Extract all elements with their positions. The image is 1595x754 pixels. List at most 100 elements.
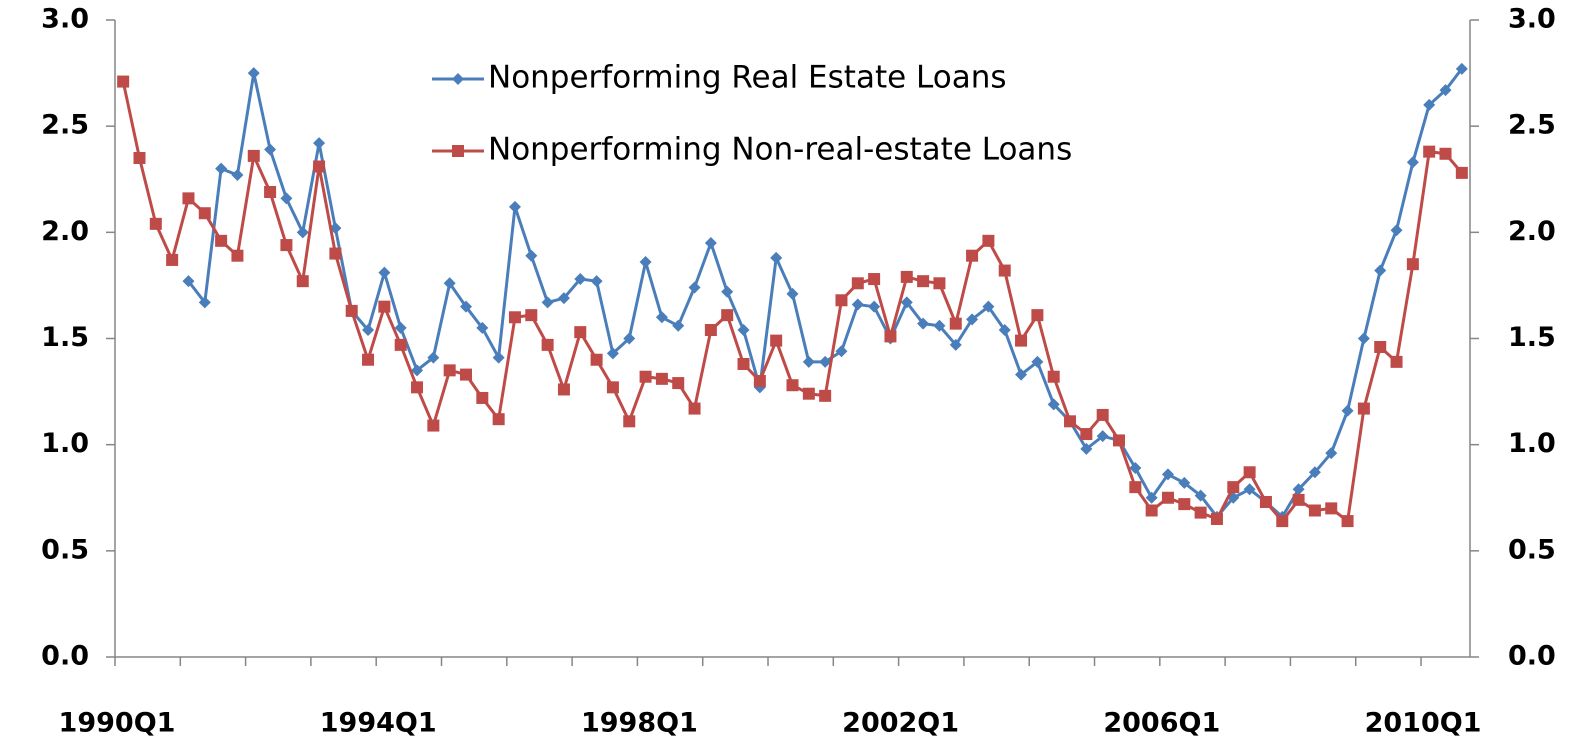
- point: [917, 317, 930, 330]
- point: [982, 300, 995, 313]
- point: [786, 287, 799, 300]
- point: [264, 185, 277, 198]
- point: [247, 149, 260, 162]
- y2-tick-label: 2.0: [1508, 216, 1556, 247]
- point: [264, 143, 277, 156]
- legend-marker: [452, 73, 464, 85]
- point: [296, 275, 309, 288]
- point: [166, 253, 179, 266]
- point: [917, 275, 930, 288]
- point: [737, 324, 750, 337]
- y-tick-label: 0.0: [41, 641, 89, 672]
- point: [851, 277, 864, 290]
- point: [949, 317, 962, 330]
- y-tick-label: 2.0: [41, 216, 89, 247]
- point: [231, 169, 244, 182]
- point: [313, 160, 326, 173]
- point: [737, 357, 750, 370]
- y-tick-label: 2.5: [41, 110, 89, 141]
- point: [770, 251, 783, 264]
- point: [704, 324, 717, 337]
- point: [1113, 434, 1126, 447]
- point: [1423, 98, 1436, 111]
- x-tick-label: 1998Q1: [581, 708, 698, 739]
- point: [721, 285, 734, 298]
- point: [427, 419, 440, 432]
- point: [117, 75, 130, 88]
- point: [345, 304, 358, 317]
- point: [623, 415, 636, 428]
- y2-tick-label: 0.0: [1508, 641, 1556, 672]
- point: [655, 372, 668, 385]
- point: [1129, 481, 1142, 494]
- point: [966, 313, 979, 326]
- point: [1374, 264, 1387, 277]
- y2-tick-label: 3.0: [1508, 4, 1556, 35]
- point: [492, 351, 505, 364]
- point: [133, 152, 146, 165]
- point: [508, 200, 521, 213]
- point: [802, 355, 815, 368]
- point: [1210, 512, 1223, 525]
- point: [1455, 62, 1468, 75]
- point: [231, 249, 244, 262]
- point: [704, 236, 717, 249]
- point: [786, 379, 799, 392]
- point: [770, 334, 783, 347]
- point: [574, 273, 587, 286]
- legend-marker: [452, 145, 464, 157]
- point: [1243, 466, 1256, 479]
- point: [362, 324, 375, 337]
- point: [411, 364, 424, 377]
- point: [998, 324, 1011, 337]
- point: [1308, 504, 1321, 517]
- point: [1243, 483, 1256, 496]
- point: [606, 381, 619, 394]
- point: [835, 294, 848, 307]
- y-tick-label: 3.0: [41, 4, 89, 35]
- legend-label: Nonperforming Non-real-estate Loans: [488, 132, 1072, 168]
- point: [819, 355, 832, 368]
- point: [721, 309, 734, 322]
- point: [1096, 408, 1109, 421]
- point: [1047, 370, 1060, 383]
- point: [215, 234, 228, 247]
- y-tick-label: 1.5: [41, 322, 89, 353]
- y2-tick-label: 1.5: [1508, 322, 1556, 353]
- point: [900, 270, 913, 283]
- point: [1276, 515, 1289, 528]
- point: [1390, 224, 1403, 237]
- point: [868, 273, 881, 286]
- point: [459, 300, 472, 313]
- point: [1031, 355, 1044, 368]
- point: [1439, 147, 1452, 160]
- point: [933, 277, 946, 290]
- point: [557, 383, 570, 396]
- point: [329, 247, 342, 260]
- x-tick-label: 2006Q1: [1103, 708, 1220, 739]
- point: [443, 364, 456, 377]
- point: [280, 239, 293, 252]
- point: [933, 319, 946, 332]
- point: [1292, 493, 1305, 506]
- point: [1015, 334, 1028, 347]
- point: [1194, 489, 1207, 502]
- point: [1161, 468, 1174, 481]
- point: [1325, 447, 1338, 460]
- point: [998, 264, 1011, 277]
- point: [1080, 442, 1093, 455]
- point: [280, 192, 293, 205]
- point: [1439, 84, 1452, 97]
- point: [623, 332, 636, 345]
- point: [198, 207, 211, 220]
- point: [541, 338, 554, 351]
- point: [655, 311, 668, 324]
- point: [574, 326, 587, 339]
- point: [1374, 340, 1387, 353]
- point: [149, 217, 162, 230]
- point: [378, 266, 391, 279]
- point: [590, 353, 603, 366]
- point: [492, 413, 505, 426]
- point: [606, 347, 619, 360]
- point: [1357, 402, 1370, 415]
